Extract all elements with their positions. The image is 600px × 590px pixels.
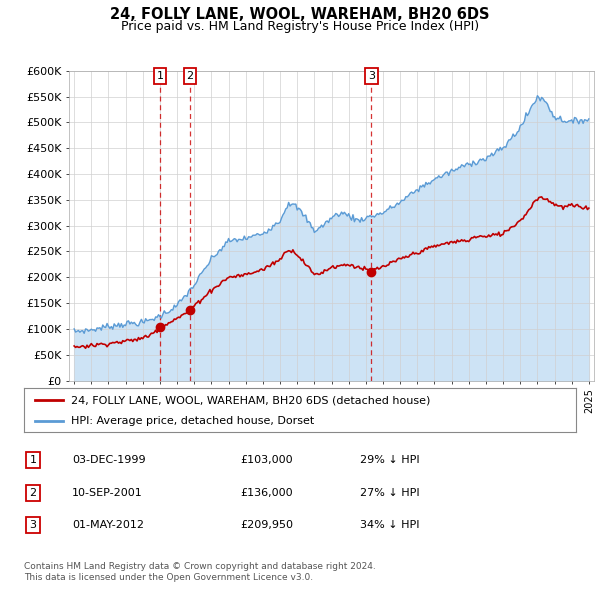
Text: 2: 2: [187, 71, 194, 81]
Text: 1: 1: [157, 71, 163, 81]
Text: 34% ↓ HPI: 34% ↓ HPI: [360, 520, 419, 530]
Text: 29% ↓ HPI: 29% ↓ HPI: [360, 455, 419, 465]
Text: 27% ↓ HPI: 27% ↓ HPI: [360, 488, 419, 497]
Text: HPI: Average price, detached house, Dorset: HPI: Average price, detached house, Dors…: [71, 417, 314, 426]
Text: £136,000: £136,000: [240, 488, 293, 497]
Text: 03-DEC-1999: 03-DEC-1999: [72, 455, 146, 465]
Text: 10-SEP-2001: 10-SEP-2001: [72, 488, 143, 497]
Text: 3: 3: [368, 71, 375, 81]
Text: Contains HM Land Registry data © Crown copyright and database right 2024.: Contains HM Land Registry data © Crown c…: [24, 562, 376, 571]
Text: 01-MAY-2012: 01-MAY-2012: [72, 520, 144, 530]
Text: This data is licensed under the Open Government Licence v3.0.: This data is licensed under the Open Gov…: [24, 572, 313, 582]
Text: 1: 1: [29, 455, 37, 465]
Text: £103,000: £103,000: [240, 455, 293, 465]
Text: 2: 2: [29, 488, 37, 497]
Text: 24, FOLLY LANE, WOOL, WAREHAM, BH20 6DS (detached house): 24, FOLLY LANE, WOOL, WAREHAM, BH20 6DS …: [71, 395, 430, 405]
Text: £209,950: £209,950: [240, 520, 293, 530]
Text: 3: 3: [29, 520, 37, 530]
Text: 24, FOLLY LANE, WOOL, WAREHAM, BH20 6DS: 24, FOLLY LANE, WOOL, WAREHAM, BH20 6DS: [110, 7, 490, 22]
Text: Price paid vs. HM Land Registry's House Price Index (HPI): Price paid vs. HM Land Registry's House …: [121, 20, 479, 33]
